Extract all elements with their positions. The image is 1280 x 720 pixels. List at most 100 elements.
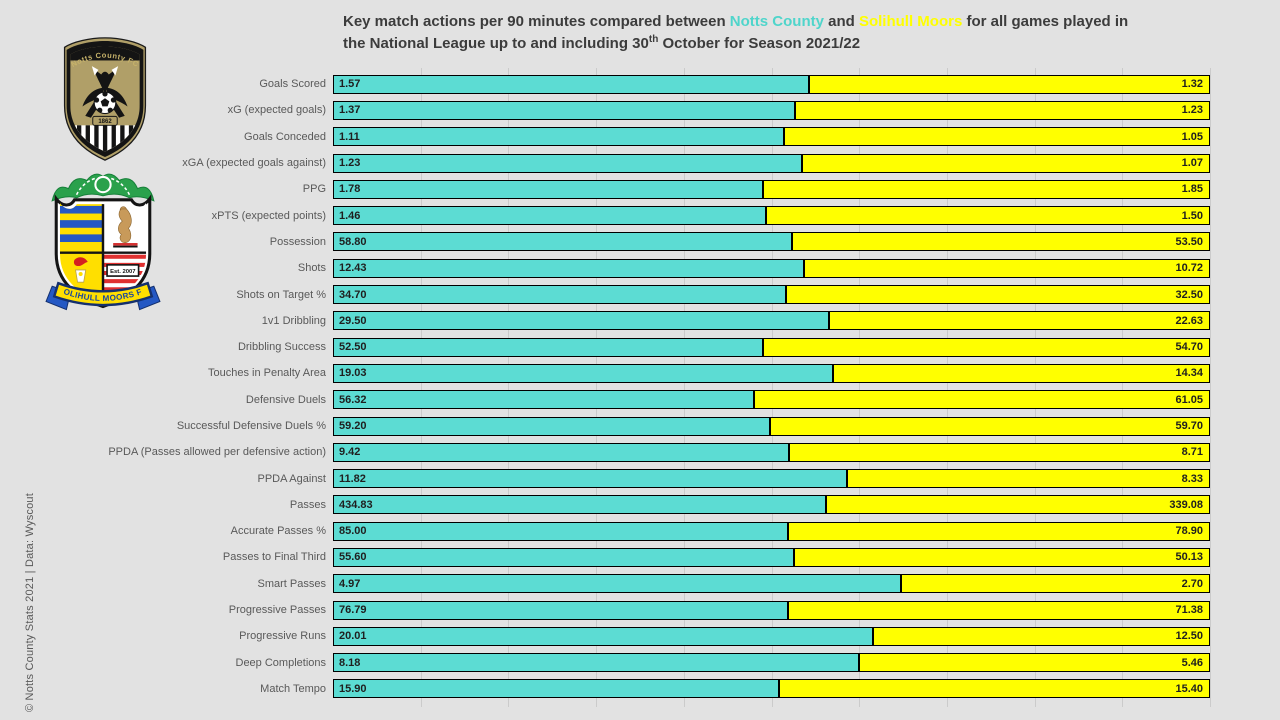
category-label: Match Tempo [260,682,326,695]
bar-track: 85.00 78.90 [333,521,1210,541]
solihull-moors-value: 1.85 [1181,183,1203,196]
notts-county-bar: 1.37 [333,100,796,120]
notts-county-bar: 58.80 [333,232,793,252]
bar-track: 8.18 5.46 [333,653,1210,673]
lion-icon [113,206,138,248]
category-label: Possession [269,235,326,248]
bar-track: 52.50 54.70 [333,337,1210,357]
solihull-moors-value: 10.72 [1175,262,1203,275]
category-label: Passes [289,498,326,511]
notts-county-bar: 76.79 [333,600,788,620]
category-label: Smart Passes [257,577,326,590]
solihull-moors-bar: 12.50 [872,626,1210,646]
notts-county-bar: 29.50 [333,311,830,331]
bar-row: Deep Completions 8.18 5.46 [0,650,1280,676]
bar-track: 12.43 10.72 [333,258,1210,278]
football-icon [93,91,117,115]
notts-county-value: 76.79 [339,604,367,617]
notts-county-bar: 52.50 [333,337,763,357]
gridline [1122,68,1124,707]
bar-row: xG (expected goals) 1.37 1.23 [0,97,1280,123]
notts-county-value: 19.03 [339,367,367,380]
notts-county-value: 1.57 [339,78,361,91]
bar-track: 29.50 22.63 [333,311,1210,331]
notts-county-value: 8.18 [339,656,361,669]
notts-county-bar: 4.97 [333,574,902,594]
notts-county-bar: 1.46 [333,206,766,226]
title-segment: and [823,13,859,30]
solihull-moors-crest: Est. 2007 SOLIHULL MOORS FC [42,168,161,311]
bar-row: Passes 434.83 339.08 [0,492,1280,518]
rows: Goals Scored 1.57 1.32 xG (expected goals) 1… [0,71,1280,702]
notts-county-value: 15.90 [339,682,367,695]
gridline [1210,68,1211,707]
solihull-moors-bar: 8.71 [788,442,1210,462]
solihull-moors-bar: 8.33 [847,469,1210,489]
solihull-moors-value: 339.08 [1169,498,1203,511]
notts-county-bar: 8.18 [333,653,859,673]
notts-county-bar: 34.70 [333,285,786,305]
laurel-icon [51,173,155,202]
solihull-moors-bar: 61.05 [753,390,1210,410]
notts-county-value: 9.42 [339,446,361,459]
category-label: Touches in Penalty Area [207,367,326,380]
notts-county-value: 1.11 [339,130,360,143]
solihull-moors-bar: 14.34 [833,363,1210,383]
bar-track: 56.32 61.05 [333,390,1210,410]
solihull-moors-bar: 15.40 [778,679,1210,699]
notts-county-bar: 15.90 [333,679,779,699]
solihull-moors-value: 1.50 [1181,209,1203,222]
category-label: Shots [297,262,326,275]
solihull-moors-value: 8.33 [1181,472,1203,485]
solihull-moors-value: 1.05 [1181,130,1203,143]
bar-track: 434.83 339.08 [333,495,1210,515]
bar-row: Smart Passes 4.97 2.70 [0,571,1280,597]
bar-track: 76.79 71.38 [333,600,1210,620]
gridline [683,68,685,707]
bar-track: 1.11 1.05 [333,127,1210,147]
bar-row: 1v1 Dribbling 29.50 22.63 [0,308,1280,334]
solihull-moors-bar: 50.13 [794,547,1210,567]
gridline [420,68,422,707]
bar-track: 15.90 15.40 [333,679,1210,699]
bar-row: PPDA (Passes allowed per defensive actio… [0,439,1280,465]
notts-county-value: 1.23 [339,157,361,170]
bar-row: Progressive Runs 20.01 12.50 [0,623,1280,649]
category-label: xGA (expected goals against) [182,157,326,170]
notts-county-bar: 19.03 [333,363,834,383]
category-label: Progressive Runs [239,630,326,643]
notts-county-value: 1.37 [339,104,361,117]
title-segment: Key match actions per 90 minutes compare… [343,13,730,30]
solihull-moors-bar: 54.70 [762,337,1210,357]
bar-row: xPTS (expected points) 1.46 1.50 [0,202,1280,228]
solihull-moors-bar: 32.50 [785,285,1210,305]
category-label: Passes to Final Third [222,551,326,564]
notts-county-value: 1.46 [339,209,361,222]
category-label: Dribbling Success [237,341,326,354]
notts-county-value: 11.82 [339,472,366,485]
solihull-moors-bar: 53.50 [792,232,1210,252]
category-label: 1v1 Dribbling [261,314,326,327]
bar-row: xGA (expected goals against) 1.23 1.07 [0,150,1280,176]
bar-track: 11.82 8.33 [333,469,1210,489]
notts-county-value: 59.20 [339,420,367,432]
solihull-moors-value: 14.34 [1175,367,1203,380]
notts-county-bar: 1.57 [333,74,810,94]
category-label: PPDA (Passes allowed per defensive actio… [108,446,326,459]
solihull-moors-value: 8.71 [1181,446,1203,459]
bar-row: PPG 1.78 1.85 [0,176,1280,202]
solihull-moors-bar: 71.38 [787,600,1210,620]
gridline [508,68,510,707]
notts-county-value: 55.60 [339,551,367,564]
bar-row: Possession 58.80 53.50 [0,229,1280,255]
notts-county-value: 58.80 [339,235,367,248]
category-label: Successful Defensive Duels % [176,420,326,432]
crest-est: Est. 2007 [110,269,136,275]
chart: Goals Scored 1.57 1.32 xG (expected goals) 1… [0,68,1280,707]
solihull-moors-value: 22.63 [1175,314,1203,327]
notts-county-value: 29.50 [339,314,367,327]
bar-track: 1.78 1.85 [333,179,1210,199]
notts-county-value: 52.50 [339,341,367,354]
bar-row: Dribbling Success 52.50 54.70 [0,334,1280,360]
